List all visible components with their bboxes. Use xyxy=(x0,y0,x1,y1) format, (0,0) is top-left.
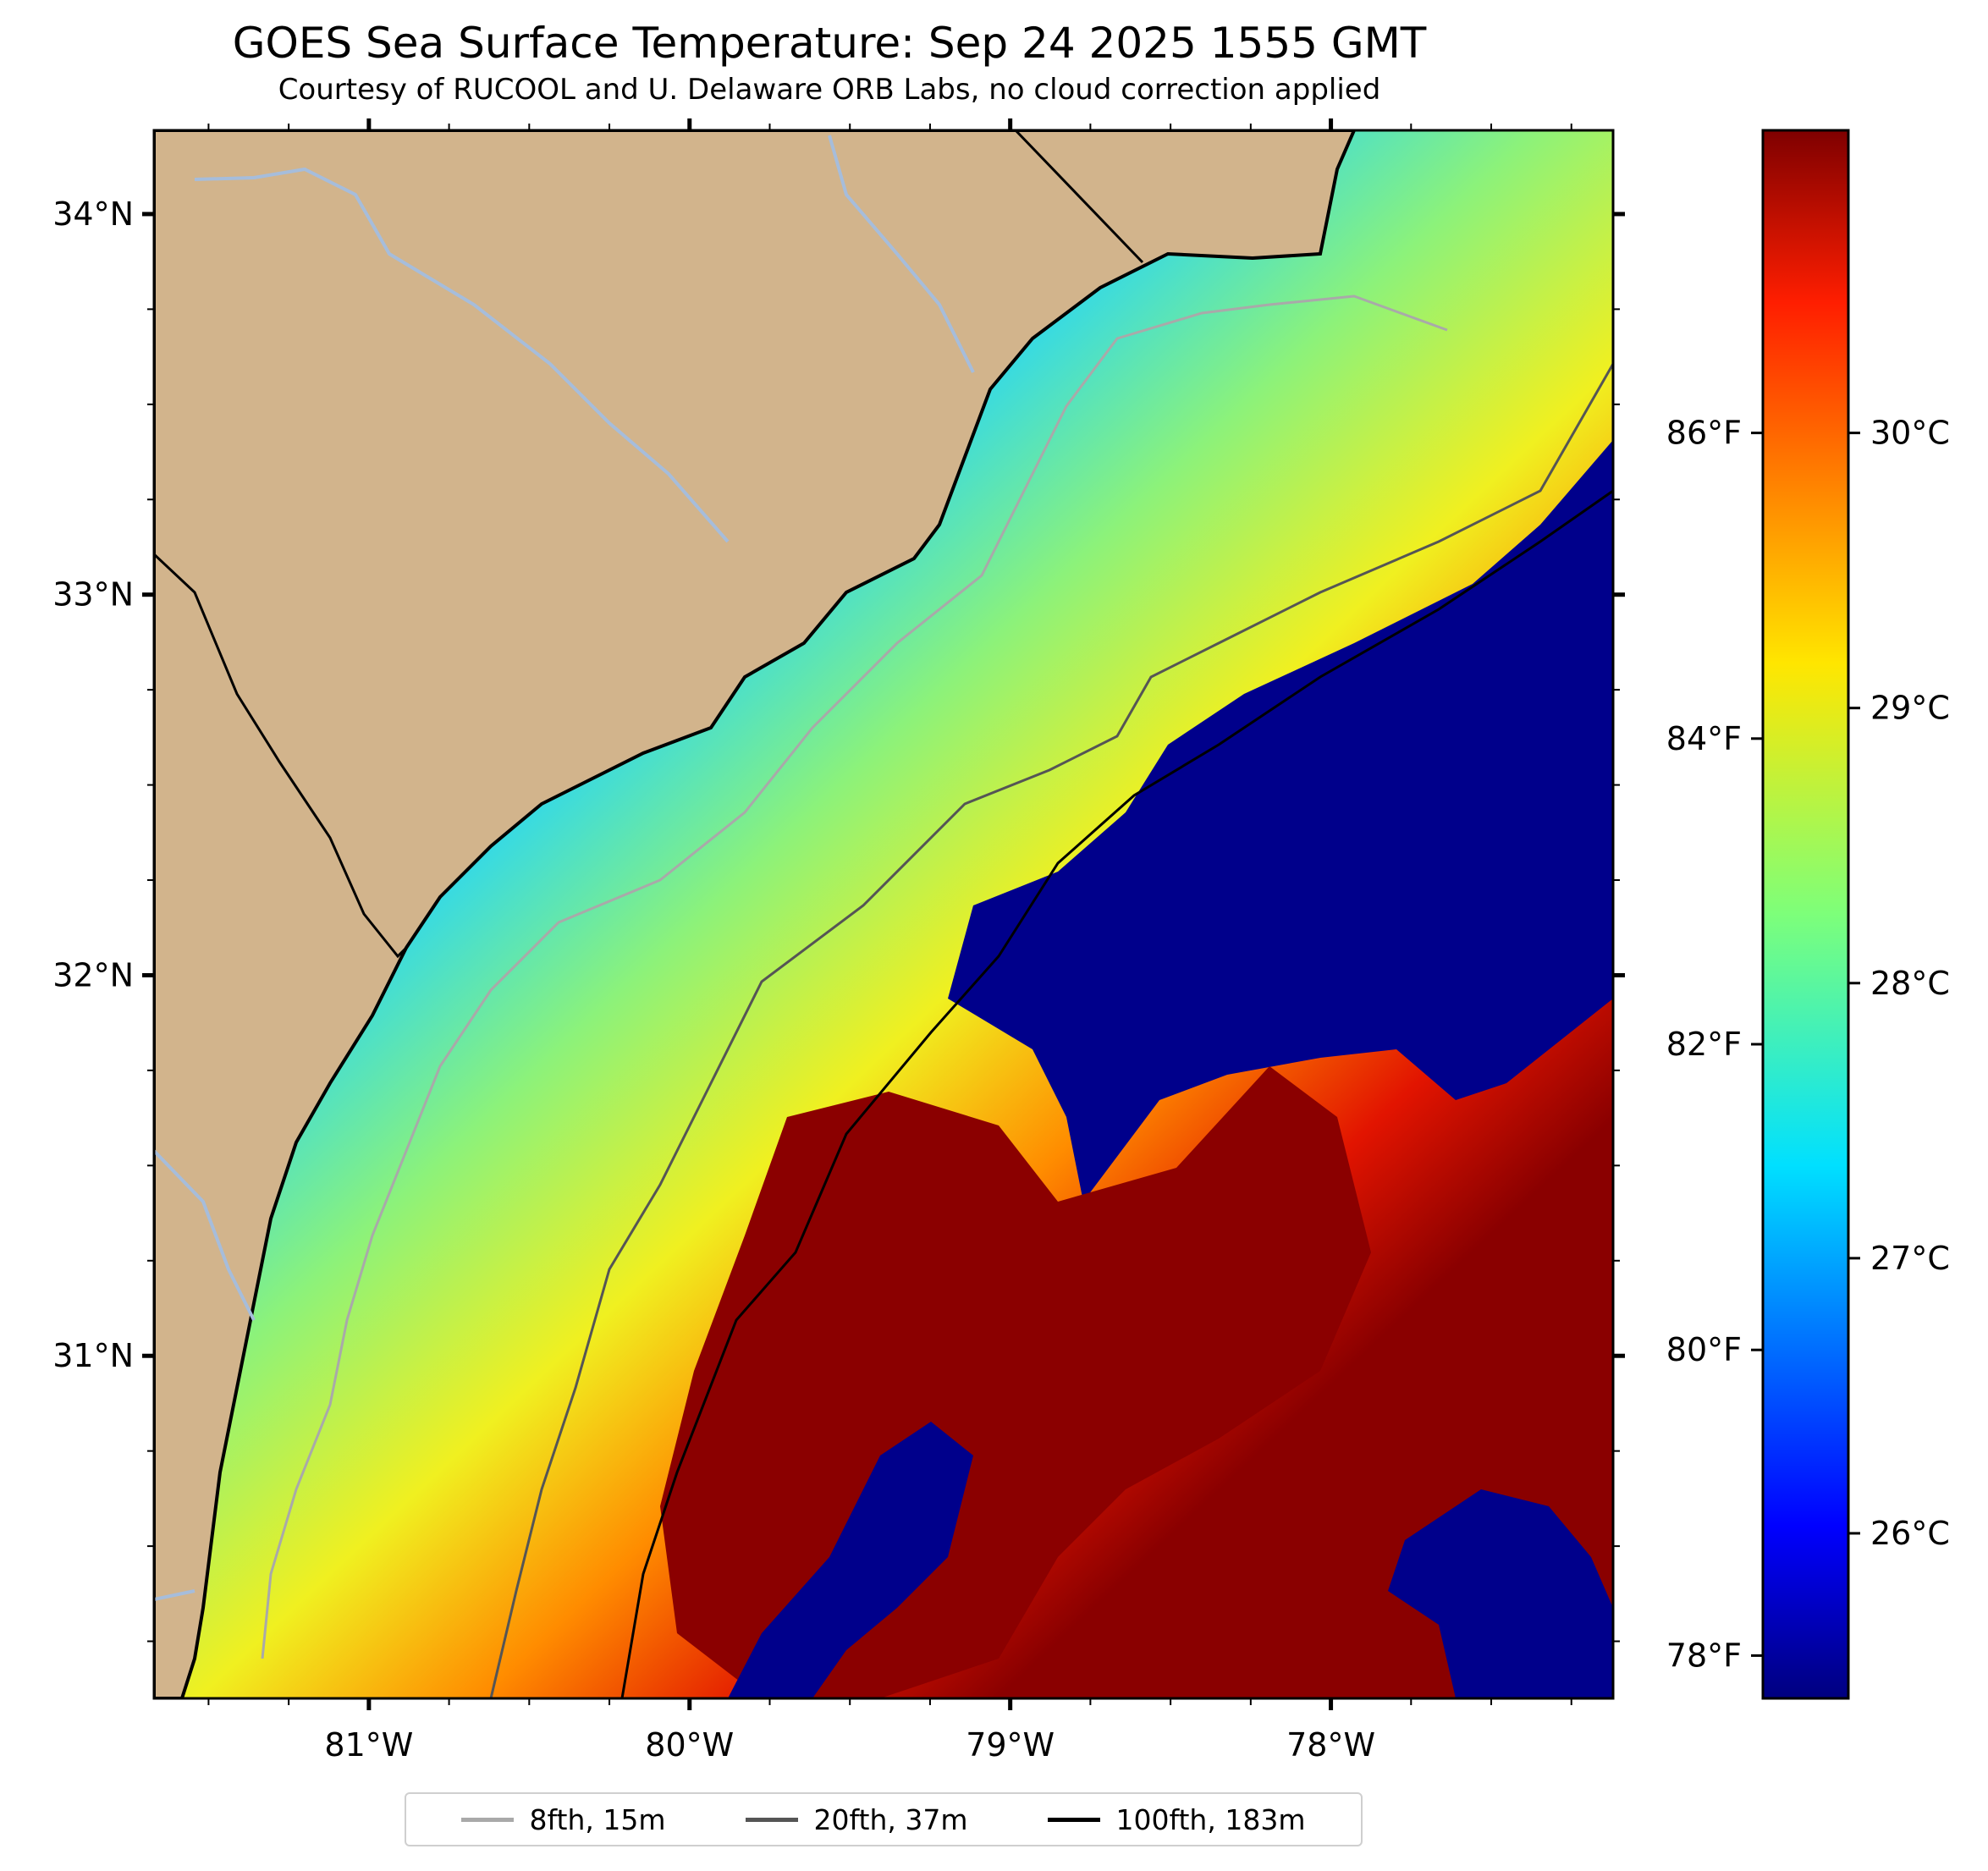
celsius-tick-label: 26°C xyxy=(1870,1515,1950,1552)
land-mass xyxy=(154,130,1357,1698)
lon-tick-label: 81°W xyxy=(324,1726,413,1764)
lon-tick-label: 80°W xyxy=(645,1726,734,1764)
state-border-west xyxy=(154,553,408,959)
legend-swatch xyxy=(1048,1817,1101,1822)
legend-label: 8fth, 15m xyxy=(529,1802,666,1836)
legend-item-8fth: 8fth, 15m xyxy=(461,1802,666,1836)
lon-tick-label: 78°W xyxy=(1286,1726,1375,1764)
cool-eddy-southeast xyxy=(1388,1489,1613,1698)
contour-100fth xyxy=(620,489,1613,1698)
longitude-axis: 81°W 80°W 79°W 78°W xyxy=(207,118,1572,1764)
chart-subtitle: Courtesy of RUCOOL and U. Delaware ORB L… xyxy=(278,73,1381,107)
celsius-tick-label: 30°C xyxy=(1870,415,1950,452)
cool-eddy-south xyxy=(728,1422,973,1698)
celsius-tick-label: 29°C xyxy=(1870,690,1950,727)
lat-tick-label: 31°N xyxy=(52,1337,134,1374)
chart-title: GOES Sea Surface Temperature: Sep 24 202… xyxy=(232,19,1427,68)
cool-water-mass xyxy=(948,440,1613,1202)
state-border xyxy=(1014,130,1144,264)
latitude-axis: 34°N 33°N 32°N 31°N xyxy=(52,195,1625,1643)
fahrenheit-tick-label: 78°F xyxy=(1666,1637,1742,1674)
legend-swatch xyxy=(746,1817,799,1822)
legend-item-20fth: 20fth, 37m xyxy=(746,1803,967,1836)
map-layers xyxy=(154,130,1613,1698)
legend-item-100fth: 100fth, 183m xyxy=(1048,1803,1305,1836)
lat-tick-label: 34°N xyxy=(52,195,134,233)
legend-swatch xyxy=(461,1817,515,1822)
lat-tick-label: 32°N xyxy=(52,956,134,993)
legend: 8fth, 15m 20fth, 37m 100fth, 183m xyxy=(405,1792,1363,1846)
fahrenheit-tick-label: 84°F xyxy=(1666,720,1742,757)
colorbar-axis: 30°C 29°C 28°C 27°C 26°C 86°F 84°F 82°F 80°F 78°F xyxy=(1666,415,1950,1675)
celsius-tick-label: 27°C xyxy=(1870,1240,1950,1277)
contour-8fth xyxy=(261,294,1448,1659)
celsius-tick-label: 28°C xyxy=(1870,965,1950,1002)
map-frame xyxy=(152,129,1615,1700)
fahrenheit-tick-label: 86°F xyxy=(1666,415,1742,452)
lon-tick-label: 79°W xyxy=(966,1726,1055,1764)
legend-label: 100fth, 183m xyxy=(1115,1802,1306,1836)
contour-20fth xyxy=(489,363,1613,1698)
fahrenheit-tick-label: 80°F xyxy=(1666,1331,1742,1368)
fahrenheit-tick-label: 82°F xyxy=(1666,1026,1742,1063)
lat-tick-label: 33°N xyxy=(52,576,134,614)
legend-label: 20fth, 37m xyxy=(813,1802,968,1836)
rivers xyxy=(154,135,975,1601)
colorbar xyxy=(1761,129,1850,1700)
